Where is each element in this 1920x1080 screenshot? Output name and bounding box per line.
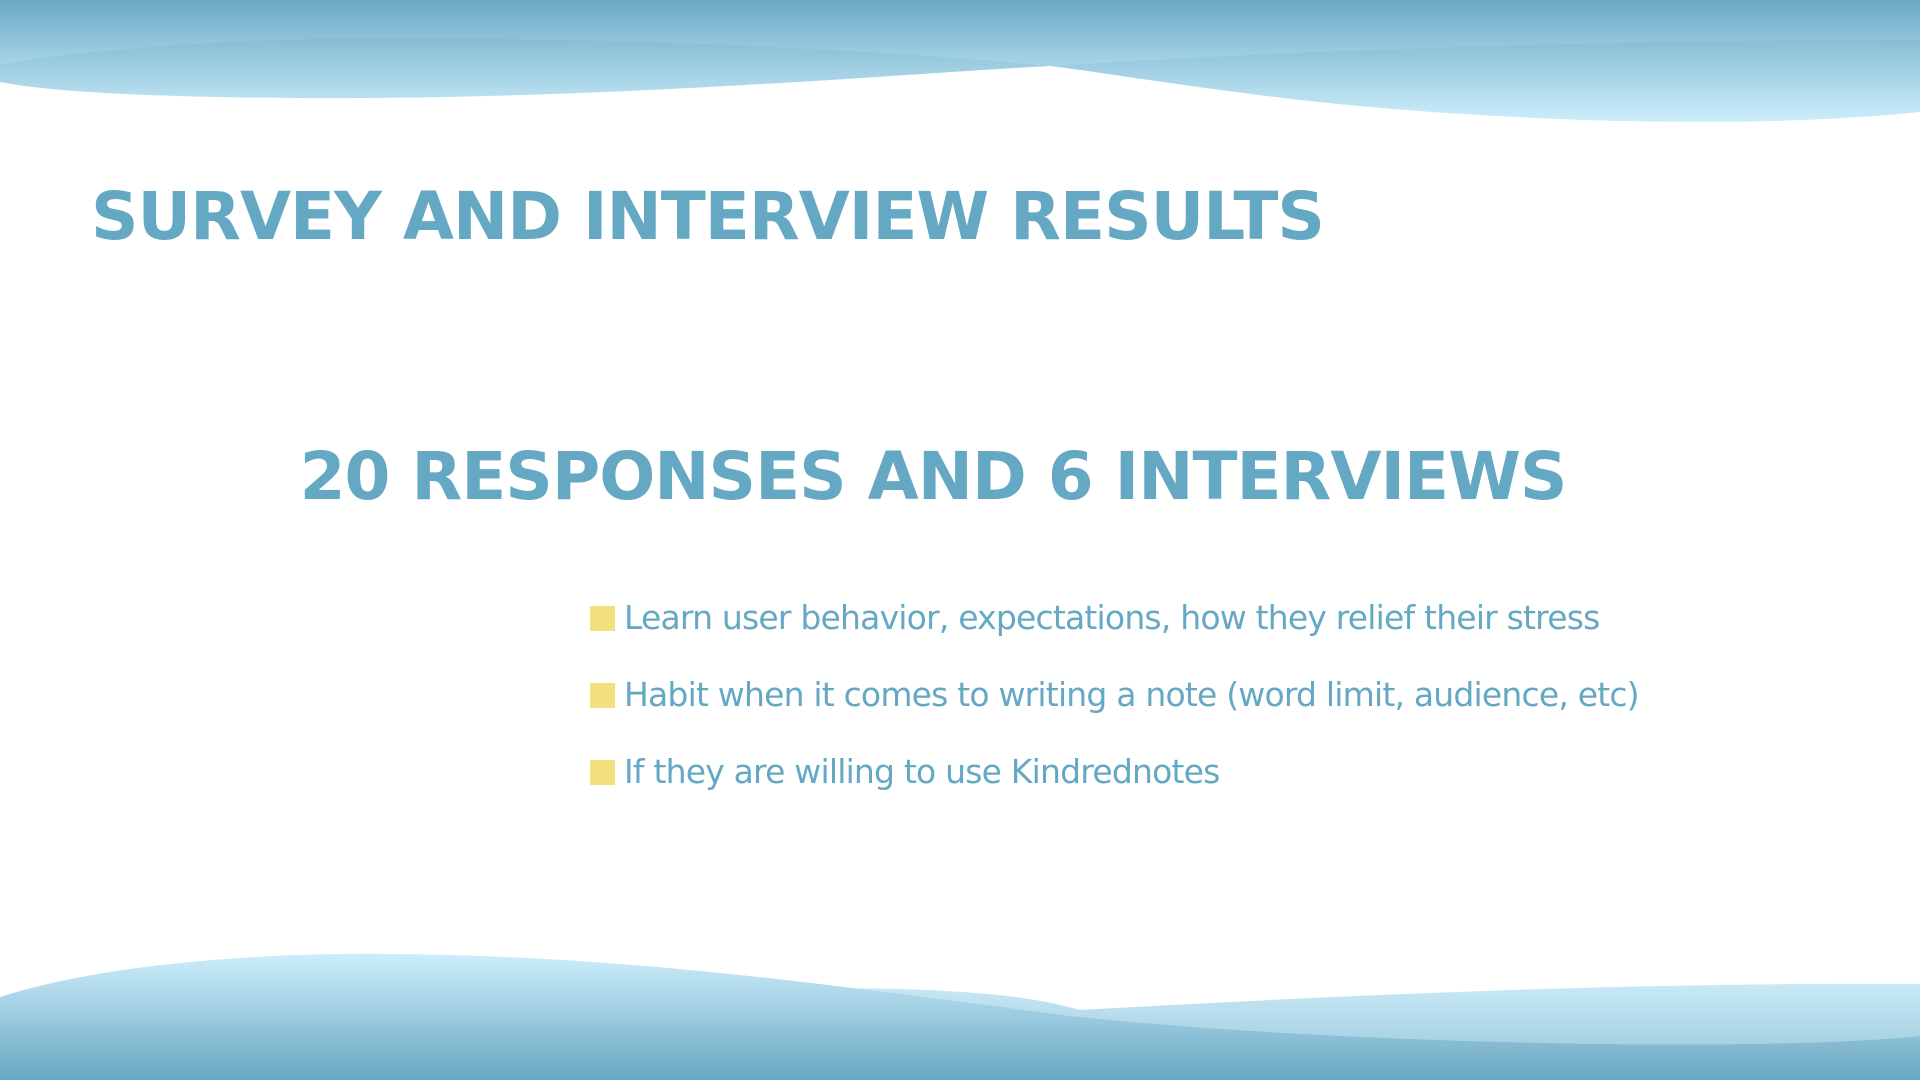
headline: 20 RESPONSES AND 6 INTERVIEWS [299, 438, 1568, 515]
bullet-item: If they are willing to use Kindrednotes [590, 748, 1639, 796]
bullet-item: Habit when it comes to writing a note (w… [590, 671, 1640, 719]
bullet-text: If they are willing to use Kindrednotes [624, 752, 1220, 791]
bullet-item: Learn user behavior, expectations, how t… [590, 594, 1639, 642]
square-bullet-icon [590, 605, 615, 631]
bullet-text: Habit when it comes to writing a note (w… [624, 675, 1640, 714]
bottom-wave-decoration [0, 953, 1920, 1080]
bullet-text: Learn user behavior, expectations, how t… [624, 598, 1600, 637]
top-wave-decoration [0, 0, 1920, 122]
slide-title: SURVEY AND INTERVIEW RESULTS [91, 178, 1325, 255]
square-bullet-icon [590, 759, 615, 785]
bullet-list: Learn user behavior, expectations, how t… [590, 594, 1640, 825]
square-bullet-icon [590, 682, 615, 708]
